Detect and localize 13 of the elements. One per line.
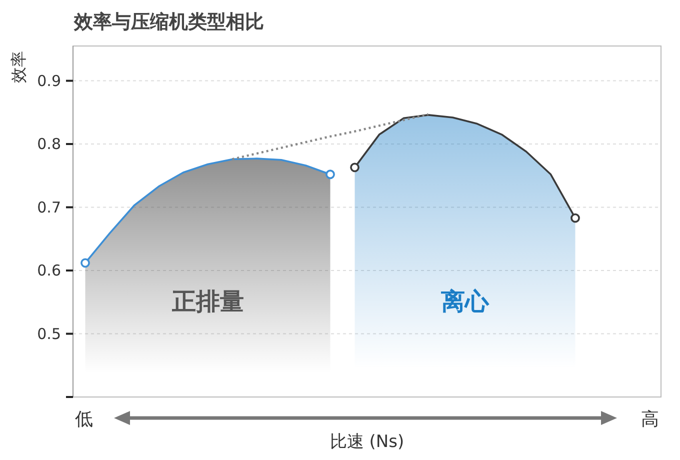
- line-series: [231, 113, 430, 160]
- text: 低: [75, 409, 93, 430]
- y-tick-label: 0.7: [37, 198, 61, 216]
- series-label: 离心: [440, 287, 490, 316]
- text: 高: [641, 409, 659, 430]
- y-tick-label: 0.5: [37, 324, 61, 343]
- y-axis-title: 效率: [9, 51, 28, 83]
- chart-title: 效率与压缩机类型相比: [73, 11, 264, 33]
- y-tick-label: 0.9: [37, 72, 61, 90]
- y-tick-label: 0.6: [37, 262, 61, 280]
- series-label: 正排量: [170, 287, 244, 316]
- y-tick-label: 0.8: [37, 135, 61, 154]
- x-axis-title: 比速 (Ns): [330, 432, 404, 452]
